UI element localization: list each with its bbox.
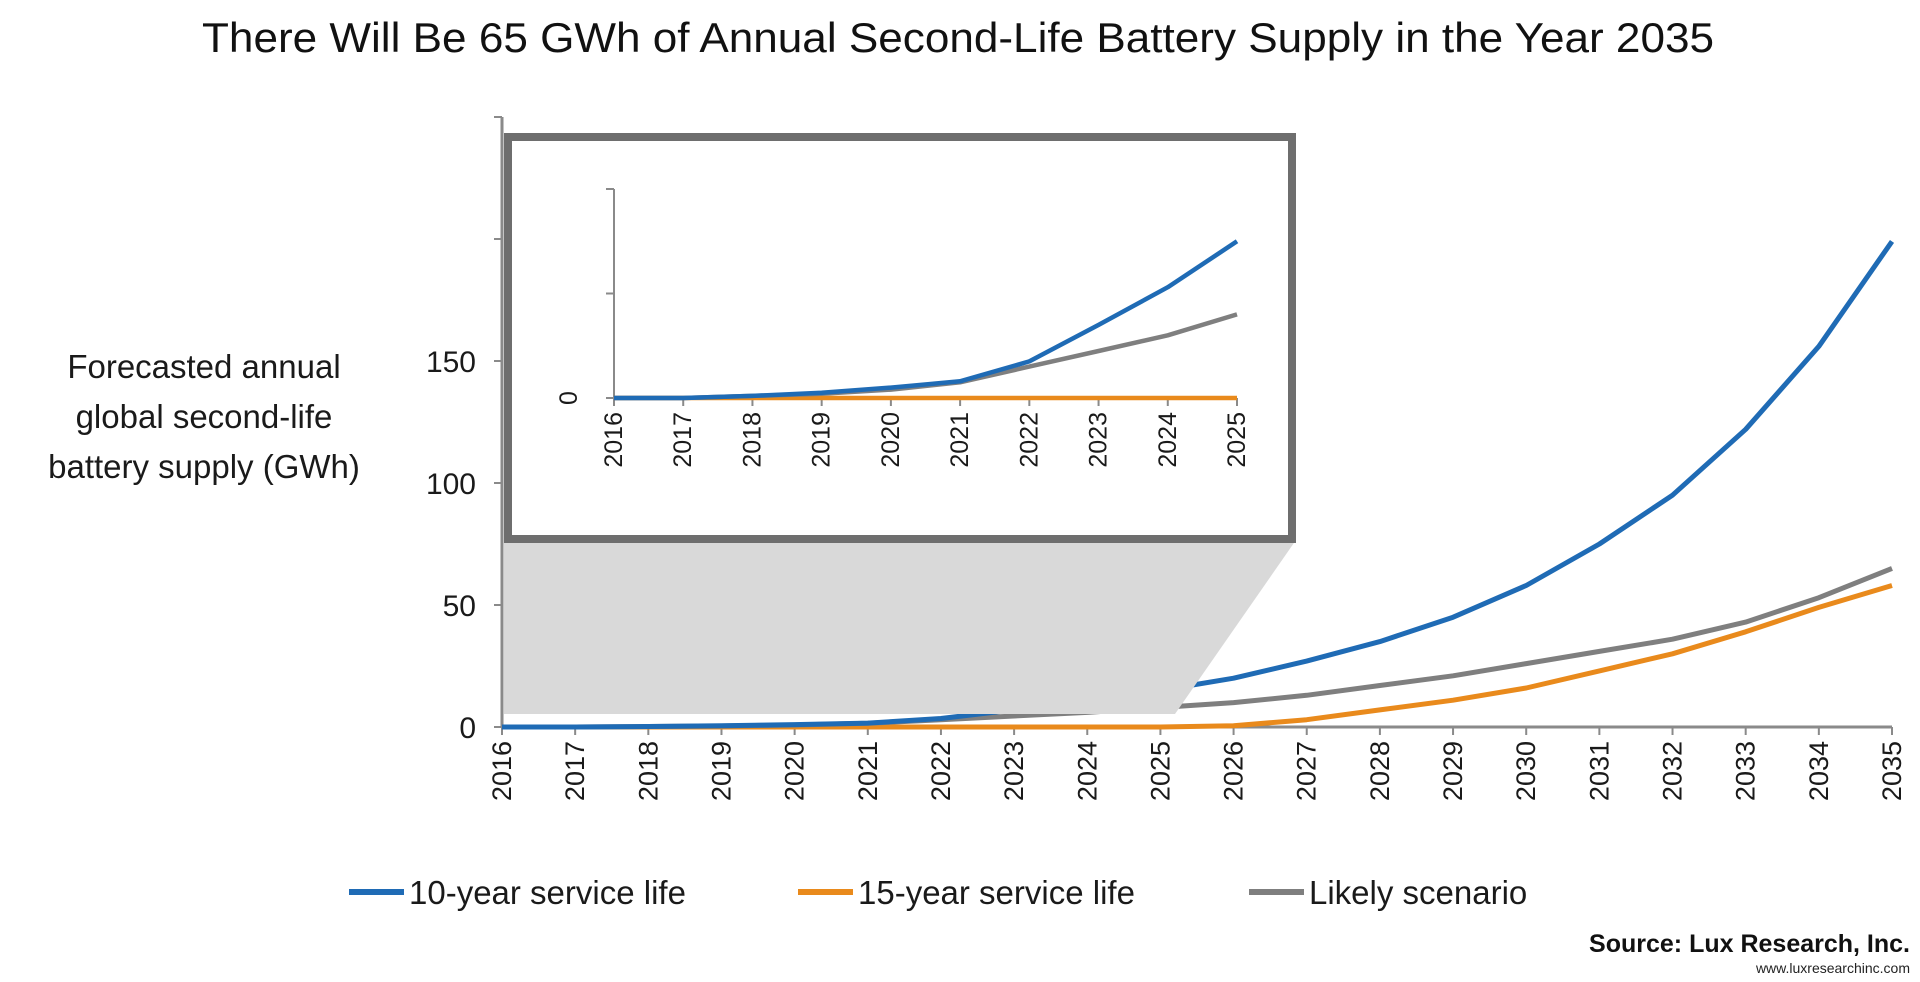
inset-x-tick-label: 2022 (1015, 412, 1043, 468)
inset-x-tick-label: 2021 (946, 412, 974, 468)
y-tick-label: 0 (459, 712, 476, 745)
source-label: Source: Lux Research, Inc. (1589, 930, 1910, 958)
inset-x-tick-label: 2024 (1154, 412, 1182, 468)
series-line-10-year-service-life (502, 239, 1895, 730)
x-tick-label: 2016 (487, 741, 517, 801)
inset-x-tick-label: 2016 (600, 412, 628, 468)
x-tick-label: 2027 (1292, 741, 1322, 801)
inset-frame (504, 133, 1296, 543)
x-tick-label: 2034 (1804, 741, 1834, 801)
x-tick-label: 2019 (706, 741, 736, 801)
legend-label: 15-year service life (858, 874, 1135, 911)
y-tick-label: 150 (426, 346, 476, 379)
inset-x-tick-label: 2025 (1223, 412, 1251, 468)
x-tick-label: 2018 (633, 741, 663, 801)
legend-label: 10-year service life (409, 874, 686, 911)
inset-x-tick-label: 2018 (738, 412, 766, 468)
y-tick-label: 100 (426, 468, 476, 501)
inset-x-tick-label: 2023 (1085, 412, 1113, 468)
x-tick-label: 2025 (1145, 741, 1175, 801)
inset-y-tick-label: 0 (555, 391, 583, 405)
inset-series-line-10-year-service-life (614, 239, 1239, 401)
inset-x-tick-label: 2019 (808, 412, 836, 468)
source-url: www.luxresearchinc.com (1755, 960, 1910, 976)
legend: 10-year service life 15-year service life… (349, 874, 1527, 911)
y-axis-label-line-2: global second-life (76, 398, 333, 435)
x-tick-label: 2024 (1072, 741, 1102, 801)
inset-x-tick-label: 2020 (877, 412, 905, 468)
y-axis-label-line-3: battery supply (GWh) (48, 448, 360, 485)
y-axis-label-line-1: Forecasted annual (67, 348, 340, 385)
inset-x-tick-label: 2017 (669, 412, 697, 468)
x-tick-label: 2028 (1365, 741, 1395, 801)
zoom-callout-shade (504, 540, 1296, 714)
x-tick-label: 2017 (560, 741, 590, 801)
x-tick-label: 2033 (1731, 741, 1761, 801)
inset-plot: 0 2016 2017 2018 2019 2020 2021 2022 2023 2024 202… (555, 188, 1251, 468)
chart-title: There Will Be 65 GWh of Annual Second-Li… (202, 14, 1714, 61)
x-tick-label: 2023 (999, 741, 1029, 801)
x-tick-label: 2030 (1511, 741, 1541, 801)
legend-label: Likely scenario (1309, 874, 1527, 911)
x-tick-label: 2020 (780, 741, 810, 801)
x-tick-label: 2035 (1877, 741, 1907, 801)
x-tick-label: 2022 (926, 741, 956, 801)
y-tick-label: 50 (443, 590, 476, 623)
x-tick-label: 2031 (1584, 741, 1614, 801)
x-tick-label: 2021 (853, 741, 883, 801)
x-tick-label: 2032 (1658, 741, 1688, 801)
x-tick-label: 2029 (1438, 741, 1468, 801)
main-plot: 0 50 100 150 2016 2017 2018 2019 2020 2021 2022 202… (426, 116, 1907, 801)
x-tick-label: 2026 (1219, 741, 1249, 801)
